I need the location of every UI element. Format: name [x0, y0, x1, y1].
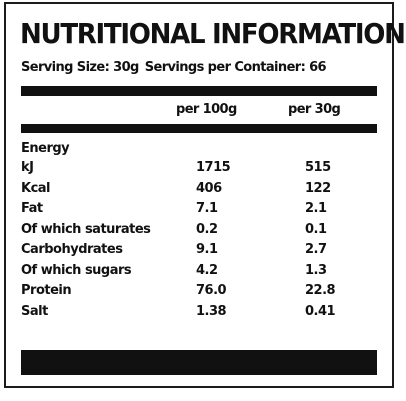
- servings-per-container: Servings per Container: 66: [144, 60, 327, 75]
- nutrient-row-carbohydrates: Carbohydrates 9.1 2.7: [21, 242, 371, 263]
- energy-heading: Energy: [21, 141, 70, 156]
- column-header-per-serving: per 30g: [288, 102, 341, 117]
- value-per-100g: 1715: [196, 160, 231, 175]
- nutrient-name: Salt: [21, 303, 48, 319]
- column-header-per-100g: per 100g: [176, 102, 237, 117]
- value-per-serving: 0.1: [305, 221, 327, 237]
- nutrient-name: Carbohydrates: [21, 242, 123, 257]
- divider-bar-bottom: [21, 350, 377, 375]
- nutrient-name: kJ: [21, 160, 34, 175]
- value-per-serving: 22.8: [305, 283, 336, 298]
- nutrient-name: Fat: [21, 201, 43, 216]
- nutrient-row-kcal: Kcal 406 122: [21, 181, 371, 202]
- nutrient-name: Of which saturates: [21, 221, 151, 237]
- value-per-100g: 76.0: [196, 283, 227, 298]
- nutrient-row-fat: Fat 7.1 2.1: [21, 201, 371, 222]
- value-per-100g: 1.38: [196, 303, 227, 319]
- nutrient-name: Kcal: [21, 180, 51, 196]
- nutrition-label: NUTRITIONAL INFORMATION Serving Size: 30…: [4, 2, 406, 388]
- nutrient-name: Of which sugars: [21, 262, 132, 278]
- value-per-serving: 2.7: [305, 242, 327, 257]
- serving-size: Serving Size: 30g: [21, 60, 139, 75]
- nutrient-row-kj: kJ 1715 515: [21, 160, 371, 181]
- nutrient-name: Protein: [21, 283, 72, 298]
- value-per-serving: 1.3: [305, 262, 327, 278]
- value-per-serving: 122: [305, 180, 331, 196]
- value-per-serving: 0.41: [305, 303, 336, 319]
- divider-bar-top: [21, 86, 377, 96]
- nutrient-row-protein: Protein 76.0 22.8: [21, 283, 371, 304]
- nutrient-row-saturates: Of which saturates 0.2 0.1: [21, 222, 371, 243]
- nutrient-row-salt: Salt 1.38 0.41: [21, 304, 371, 325]
- value-per-serving: 515: [305, 160, 331, 175]
- value-per-100g: 7.1: [196, 201, 218, 216]
- serving-info: Serving Size: 30g Servings per Container:…: [21, 60, 327, 76]
- value-per-serving: 2.1: [305, 201, 327, 216]
- divider-bar-middle: [21, 124, 377, 133]
- nutrient-row-sugars: Of which sugars 4.2 1.3: [21, 263, 371, 284]
- value-per-100g: 9.1: [196, 242, 218, 257]
- value-per-100g: 406: [196, 180, 222, 196]
- label-title: NUTRITIONAL INFORMATION: [20, 17, 406, 50]
- nutrient-rows: kJ 1715 515 Kcal 406 122 Fat 7.1 2.1 Of …: [21, 160, 371, 324]
- value-per-100g: 0.2: [196, 221, 218, 237]
- value-per-100g: 4.2: [196, 262, 218, 278]
